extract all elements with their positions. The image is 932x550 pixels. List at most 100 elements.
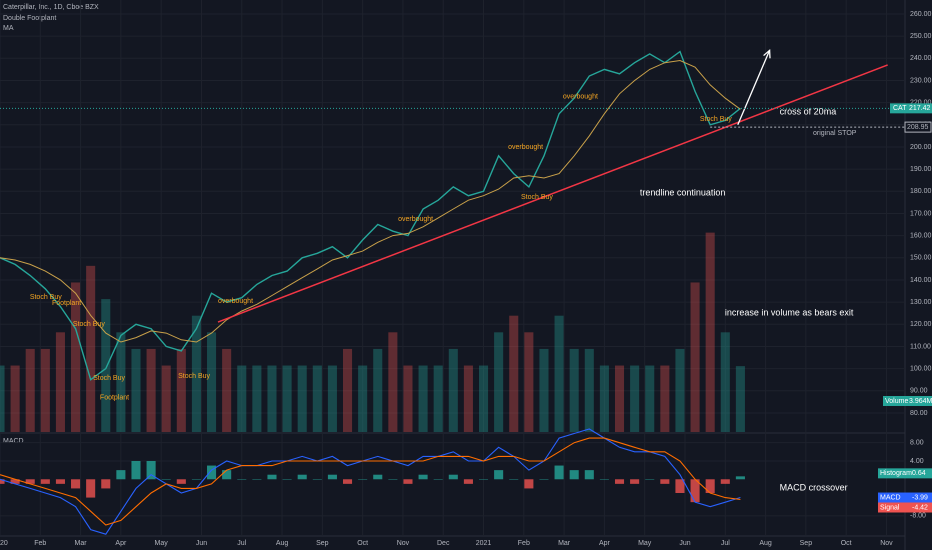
y-tick-label: 200.00 [910, 144, 932, 151]
volume-bar [418, 365, 428, 432]
histogram-bar [539, 479, 549, 480]
histogram-bar [645, 479, 655, 480]
histogram-bar [569, 470, 579, 480]
histogram-bar [267, 474, 277, 480]
volume-tag [883, 396, 932, 406]
chart-title: Caterpillar, Inc., 1D, Cboe BZX [3, 4, 99, 11]
x-tick-label: 2021 [476, 540, 492, 547]
histogram-bar [660, 479, 670, 484]
x-tick-label: Mar [75, 540, 88, 547]
ma-line [0, 59, 741, 343]
volume-bar [40, 348, 50, 432]
x-tick-label: 2020 [0, 540, 8, 547]
histogram-bar [373, 474, 383, 480]
volume-bar [403, 365, 413, 432]
volume-bar [720, 332, 730, 432]
volume-bar [358, 365, 368, 432]
y-tick-label: 140.00 [910, 277, 932, 284]
macd-tag-value: -3.99 [912, 494, 928, 501]
volume-bar [509, 315, 519, 432]
histogram-bar [146, 460, 156, 480]
macd-tag [878, 468, 932, 479]
x-tick-label: May [155, 540, 169, 547]
histogram-bar [690, 479, 700, 503]
volume-bar [71, 282, 81, 432]
histogram-bar [524, 479, 534, 489]
macd-tag-value: -4.42 [912, 504, 928, 511]
y-tick-label: 220.00 [910, 99, 932, 106]
volume-tag-name: Volume [885, 398, 908, 405]
x-tick-label: Jun [679, 540, 690, 547]
annotation: increase in volume as bears exit [725, 307, 854, 317]
annotation: overbought [398, 216, 433, 223]
x-tick-label: Apr [599, 540, 611, 547]
volume-bar [494, 332, 504, 432]
volume-bar [463, 365, 473, 432]
macd-line [0, 428, 741, 535]
volume-bar [25, 348, 35, 432]
histogram-bar [614, 479, 625, 484]
volume-bar [55, 332, 65, 432]
histogram-bar [675, 479, 685, 494]
stop-label: original STOP [813, 130, 857, 137]
last-price-value: 217.42 [909, 105, 931, 112]
annotation: Stoch Buy [93, 375, 125, 382]
volume-bar [161, 365, 171, 432]
x-tick-label: Sep [316, 540, 329, 547]
histogram-bar [705, 479, 715, 494]
x-tick-label: Mar [558, 540, 571, 547]
histogram-bar [131, 460, 141, 480]
histogram-bar [463, 479, 473, 484]
x-tick-label: Feb [34, 540, 46, 547]
volume-bar [599, 365, 609, 432]
volume-bar [373, 348, 383, 432]
y-tick-label: 240.00 [910, 55, 932, 62]
y-tick-label: -8.00 [910, 513, 926, 520]
volume-bar [282, 365, 292, 432]
volume-bar [297, 365, 307, 432]
histogram-bar [599, 479, 609, 480]
volume-tag-value: 3.964M [909, 398, 932, 405]
volume-bar [630, 365, 640, 432]
histogram-bar [554, 465, 564, 480]
volume-bar [614, 365, 625, 432]
volume-bar [539, 348, 549, 432]
y-tick-label: 150.00 [910, 255, 932, 262]
trendline [217, 64, 888, 323]
volume-bar [146, 348, 156, 432]
y-tick-label: 110.00 [910, 343, 931, 350]
volume-bar [116, 332, 126, 432]
macd-tag-name: Signal [880, 504, 900, 511]
volume-bar [191, 315, 201, 432]
histogram-bar [494, 470, 504, 480]
histogram-bar [312, 479, 322, 480]
volume-bar [267, 365, 277, 432]
histogram-bar [403, 479, 413, 484]
histogram-bar [10, 479, 20, 484]
x-tick-label: May [638, 540, 652, 547]
annotation: Stoch Buy [30, 294, 62, 301]
volume-bar [86, 265, 96, 432]
y-tick-label: 4.00 [910, 458, 924, 465]
histogram-bar [25, 479, 35, 484]
last-price-name: CAT [893, 105, 907, 112]
y-tick-label: 80.00 [910, 410, 928, 417]
y-tick-label: 100.00 [910, 365, 932, 372]
annotation: Footplant [100, 395, 129, 402]
histogram-bar [161, 479, 171, 480]
histogram-bar [252, 479, 262, 480]
arrow-head [763, 48, 771, 59]
stop-tag [904, 121, 932, 133]
volume-bar [478, 365, 489, 432]
volume-bar [735, 366, 745, 432]
volume-bar [252, 365, 262, 432]
histogram-bar [478, 479, 489, 480]
annotation: trendline continuation [640, 187, 726, 197]
volume-bar [569, 348, 579, 432]
histogram-bar [0, 479, 5, 484]
histogram-bar [630, 479, 640, 484]
y-tick-label: 8.00 [910, 440, 924, 447]
histogram-bar [735, 476, 745, 480]
histogram-bar [207, 465, 217, 480]
volume-bar [237, 365, 247, 432]
